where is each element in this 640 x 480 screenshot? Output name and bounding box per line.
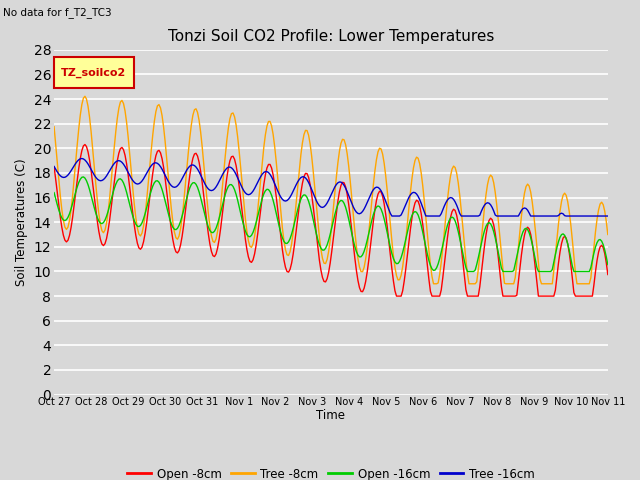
Open -16cm <box>51 190 58 195</box>
Open -8cm <box>217 225 225 231</box>
Tree -8cm <box>236 149 243 155</box>
Open -8cm <box>604 272 612 277</box>
Open -16cm <box>244 234 252 240</box>
Tree -16cm <box>217 175 225 181</box>
Open -8cm <box>576 293 584 299</box>
Tree -16cm <box>244 192 252 198</box>
Open -16cm <box>236 204 243 209</box>
Tree -8cm <box>604 232 612 238</box>
Tree -8cm <box>244 238 252 244</box>
Line: Tree -8cm: Tree -8cm <box>54 96 608 284</box>
Tree -16cm <box>78 156 86 161</box>
X-axis label: Time: Time <box>316 409 346 422</box>
Text: TZ_soilco2: TZ_soilco2 <box>61 67 125 78</box>
Y-axis label: Soil Temperatures (C): Soil Temperatures (C) <box>15 158 28 286</box>
Open -8cm <box>81 142 89 147</box>
Tree -16cm <box>604 213 612 219</box>
Title: Tonzi Soil CO2 Profile: Lower Temperatures: Tonzi Soil CO2 Profile: Lower Temperatur… <box>168 29 494 44</box>
Tree -8cm <box>81 94 89 99</box>
Open -16cm <box>217 209 225 215</box>
Line: Open -16cm: Open -16cm <box>54 177 608 272</box>
Open -8cm <box>393 293 401 299</box>
Line: Tree -16cm: Tree -16cm <box>54 158 608 216</box>
Tree -8cm <box>576 281 584 287</box>
Tree -16cm <box>294 179 301 185</box>
Open -16cm <box>604 262 612 267</box>
Tree -8cm <box>294 182 301 188</box>
Tree -8cm <box>51 124 58 130</box>
Open -8cm <box>236 183 243 189</box>
Tree -8cm <box>217 203 225 208</box>
Open -16cm <box>576 269 584 275</box>
Tree -8cm <box>120 101 127 107</box>
Tree -16cm <box>576 213 584 219</box>
Open -16cm <box>120 180 127 186</box>
Tree -8cm <box>429 281 437 287</box>
Legend: Open -8cm, Tree -8cm, Open -16cm, Tree -16cm: Open -8cm, Tree -8cm, Open -16cm, Tree -… <box>122 463 540 480</box>
Open -16cm <box>294 206 301 212</box>
Open -16cm <box>79 174 87 180</box>
Tree -16cm <box>388 213 396 219</box>
Open -8cm <box>51 164 58 169</box>
Open -8cm <box>120 147 127 153</box>
Tree -16cm <box>120 161 127 167</box>
Text: No data for f_T2_TC3: No data for f_T2_TC3 <box>3 7 112 18</box>
Line: Open -8cm: Open -8cm <box>54 144 608 296</box>
Tree -16cm <box>236 178 243 184</box>
Open -16cm <box>463 269 471 275</box>
Open -8cm <box>244 254 252 260</box>
Tree -16cm <box>51 164 58 169</box>
Open -8cm <box>294 214 301 220</box>
